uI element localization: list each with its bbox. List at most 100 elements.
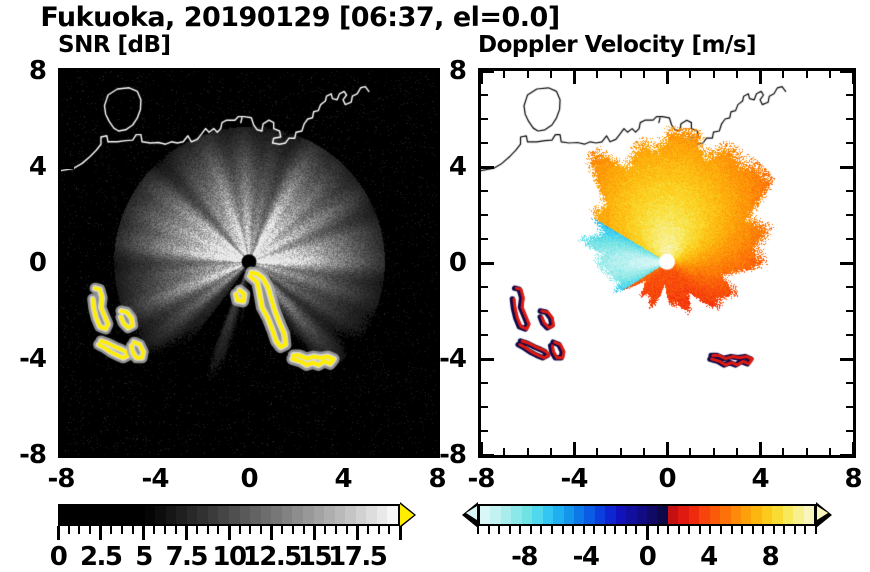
plot-area-doppler bbox=[481, 71, 853, 455]
xtick-minor bbox=[689, 448, 692, 455]
colorbar-cell bbox=[387, 506, 398, 524]
xtick-minor-top bbox=[201, 71, 203, 78]
colorbar-snr-tick-minor bbox=[324, 526, 327, 534]
ytick-major bbox=[61, 261, 74, 265]
colorbar-cell bbox=[793, 506, 804, 524]
xtick-major-top bbox=[572, 71, 576, 84]
ytick-minor-right bbox=[846, 406, 853, 408]
colorbar-doppler-tick-minor bbox=[529, 526, 532, 534]
ytick-major bbox=[61, 453, 74, 457]
ytick-minor bbox=[61, 238, 68, 240]
ytick-minor-right bbox=[846, 214, 853, 216]
colorbar-doppler-tick-minor bbox=[561, 526, 564, 534]
colorbar-snr-tick-minor bbox=[121, 526, 124, 534]
colorbar-doppler-tick-minor bbox=[477, 526, 479, 534]
colorbar-doppler-tick-minor bbox=[793, 526, 796, 534]
colorbar-cell bbox=[709, 506, 721, 524]
ytick-minor bbox=[481, 142, 488, 144]
colorbar-snr-tick-minor bbox=[67, 526, 70, 534]
colorbar-cell bbox=[563, 506, 574, 524]
colorbar-snr-tick-minor bbox=[217, 526, 220, 534]
colorbar-snr-tick-minor bbox=[174, 526, 177, 534]
colorbar-cell bbox=[60, 506, 71, 524]
colorbar-cell bbox=[207, 506, 219, 524]
xtick-major bbox=[435, 442, 439, 455]
xtick-minor-top bbox=[712, 71, 715, 78]
colorbar-snr-tick-minor bbox=[260, 526, 263, 534]
colorbar-snr-tick-major bbox=[270, 526, 274, 540]
colorbar-snr-tick-minor bbox=[238, 526, 241, 534]
plot-axes-snr bbox=[58, 68, 440, 458]
colorbar-snr-tick-minor bbox=[334, 526, 337, 534]
xtick-label-snr: 0 bbox=[240, 464, 258, 494]
colorbar-cell bbox=[355, 506, 367, 524]
colorbar-cell bbox=[133, 506, 145, 524]
colorbar-snr bbox=[58, 504, 400, 526]
colorbar-cell bbox=[720, 506, 731, 524]
colorbar-snr-label: 12.5 bbox=[242, 542, 303, 572]
colorbar-doppler-tick-minor bbox=[772, 526, 775, 534]
colorbar-snr-tick-major bbox=[313, 526, 316, 540]
xtick-minor bbox=[619, 448, 622, 455]
ytick-minor bbox=[61, 94, 68, 96]
colorbar-doppler-tick-minor bbox=[572, 526, 575, 534]
ytick-minor bbox=[481, 286, 488, 288]
ytick-minor-right bbox=[430, 214, 437, 216]
xtick-label-snr: -8 bbox=[47, 464, 76, 494]
ytick-minor bbox=[481, 94, 488, 96]
colorbar-snr-label: 17.5 bbox=[328, 542, 388, 572]
xtick-minor bbox=[107, 448, 109, 455]
xtick-major bbox=[341, 442, 345, 455]
colorbar-cell bbox=[605, 506, 616, 524]
colorbar-snr-tick-minor bbox=[206, 526, 209, 534]
colorbar-cell bbox=[626, 506, 637, 524]
ytick-major-right bbox=[840, 261, 853, 265]
xtick-minor-top bbox=[389, 71, 391, 78]
colorbar-cell bbox=[584, 506, 595, 524]
colorbar-doppler-tick-minor bbox=[709, 526, 712, 534]
colorbar-cell bbox=[532, 506, 543, 524]
colorbar-cell bbox=[155, 506, 166, 524]
ytick-label-dop: 4 bbox=[448, 152, 467, 182]
colorbar-snr-tick-major bbox=[142, 526, 145, 540]
ytick-label-snr: 8 bbox=[28, 56, 47, 86]
ytick-minor-right bbox=[430, 334, 437, 336]
colorbar-cell bbox=[761, 506, 773, 524]
panel-title-snr: SNR [dB] bbox=[58, 32, 171, 58]
ytick-minor-right bbox=[846, 142, 853, 144]
xtick-minor-top bbox=[782, 71, 785, 78]
xtick-minor-top bbox=[412, 71, 415, 78]
colorbar-cell bbox=[81, 506, 92, 524]
ytick-major bbox=[481, 261, 494, 265]
colorbar-cell bbox=[144, 506, 156, 524]
ytick-minor bbox=[481, 214, 488, 216]
colorbar-doppler-tick-minor bbox=[783, 526, 786, 534]
xtick-major-top bbox=[341, 71, 345, 84]
colorbar-snr-label: 5 bbox=[135, 542, 153, 572]
ytick-minor-right bbox=[430, 142, 437, 144]
colorbar-cell bbox=[772, 506, 783, 524]
colorbar-doppler-tick-minor bbox=[741, 526, 744, 534]
ytick-label-snr: -8 bbox=[19, 440, 47, 470]
colorbar-cell bbox=[553, 506, 564, 524]
ytick-minor bbox=[481, 430, 488, 432]
xtick-minor bbox=[365, 448, 368, 455]
ytick-minor bbox=[61, 214, 68, 216]
colorbar-cell bbox=[521, 506, 533, 524]
ytick-minor-right bbox=[430, 382, 437, 384]
ytick-label-dop: 8 bbox=[448, 56, 467, 86]
ytick-label-snr: 4 bbox=[28, 152, 47, 182]
xtick-minor-top bbox=[318, 71, 321, 78]
colorbar-doppler-tick-minor bbox=[667, 526, 670, 534]
colorbar-cell bbox=[239, 506, 251, 524]
ytick-major bbox=[61, 69, 74, 73]
colorbar-snr-tick-minor bbox=[366, 526, 369, 534]
xtick-minor-top bbox=[107, 71, 109, 78]
ytick-minor bbox=[61, 310, 68, 312]
colorbar-cell bbox=[542, 506, 554, 524]
colorbar-doppler-tick-minor bbox=[698, 526, 701, 534]
colorbar-cell bbox=[186, 506, 198, 524]
ytick-minor bbox=[481, 118, 488, 120]
colorbar-snr-label: 2.5 bbox=[79, 542, 123, 572]
xtick-minor-top bbox=[689, 71, 692, 78]
